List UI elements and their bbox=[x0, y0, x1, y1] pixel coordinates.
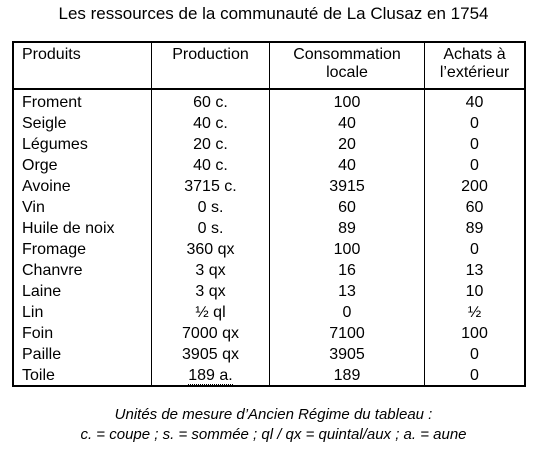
cell-achats: 10 bbox=[465, 283, 484, 300]
cell-production: 40 c. bbox=[193, 115, 228, 132]
cell-produit: Fromage bbox=[22, 241, 87, 258]
cell-produit: Légumes bbox=[22, 136, 88, 153]
cell-consommation: 89 bbox=[338, 220, 356, 237]
cell-achats: 0 bbox=[470, 157, 479, 174]
cell-produit: Vin bbox=[22, 199, 45, 216]
cell-achats: 60 bbox=[465, 199, 484, 216]
cell-production: 40 c. bbox=[193, 157, 228, 174]
cell-consommation: 40 bbox=[338, 115, 356, 132]
column-divider bbox=[424, 43, 425, 385]
header-production: Production bbox=[172, 46, 249, 63]
cell-production: 189 a. bbox=[152, 367, 269, 385]
cell-production: 3715 c. bbox=[184, 178, 237, 195]
cell-achats: 0 bbox=[470, 367, 479, 384]
table-row: Huile de noix 0 s. 89 89 bbox=[14, 220, 524, 241]
cell-achats: 0 bbox=[470, 115, 479, 132]
cell-production: 360 qx bbox=[186, 241, 235, 258]
table-row: Toile 189 a. 189 0 bbox=[14, 367, 524, 388]
column-divider bbox=[269, 43, 270, 385]
cell-achats: 100 bbox=[461, 325, 488, 342]
units-note-line1: Unités de mesure d’Ancien Régime du tabl… bbox=[114, 406, 433, 423]
header-achats: Achats à l’extérieur bbox=[425, 46, 524, 82]
cell-consommation: 3905 bbox=[329, 346, 365, 363]
cell-consommation: 40 bbox=[338, 157, 356, 174]
cell-consommation: 20 bbox=[338, 136, 356, 153]
table-row: Chanvre 3 qx 16 13 bbox=[14, 262, 524, 283]
cell-consommation: 100 bbox=[333, 241, 361, 258]
cell-achats: 200 bbox=[461, 178, 488, 195]
column-divider bbox=[151, 43, 152, 385]
cell-produit: Seigle bbox=[22, 115, 67, 132]
cell-consommation: 0 bbox=[342, 304, 352, 321]
cell-achats: 89 bbox=[465, 220, 484, 237]
cell-consommation: 100 bbox=[333, 94, 361, 111]
table-row: Laine 3 qx 13 10 bbox=[14, 283, 524, 304]
cell-production: ½ ql bbox=[195, 304, 226, 321]
cell-production: 0 s. bbox=[197, 220, 224, 237]
cell-produit: Orge bbox=[22, 157, 58, 174]
cell-achats: 0 bbox=[470, 136, 479, 153]
cell-production: 20 c. bbox=[193, 136, 228, 153]
cell-consommation: 16 bbox=[338, 262, 356, 279]
cell-produit: Froment bbox=[22, 94, 82, 111]
table-header-row: Produits Production Consommation locale … bbox=[14, 43, 524, 90]
table-row: Paille 3905 qx 3905 0 bbox=[14, 346, 524, 367]
cell-production: 3 qx bbox=[195, 262, 226, 279]
cell-production: 7000 qx bbox=[182, 325, 239, 342]
table-row: Vin 0 s. 60 60 bbox=[14, 199, 524, 220]
page-title: Les ressources de la communauté de La Cl… bbox=[58, 4, 489, 23]
header-consommation-line1: Consommation bbox=[293, 46, 401, 63]
cell-achats: 40 bbox=[465, 94, 484, 111]
cell-achats: 13 bbox=[465, 262, 484, 279]
cell-consommation: 7100 bbox=[329, 325, 365, 342]
cell-produit: Toile bbox=[22, 367, 55, 384]
cell-production: 60 c. bbox=[193, 94, 228, 111]
table-row: Orge 40 c. 40 0 bbox=[14, 157, 524, 178]
cell-achats: ½ bbox=[467, 304, 482, 321]
table-row: Avoine 3715 c. 3915 200 bbox=[14, 178, 524, 199]
cell-produit: Laine bbox=[22, 283, 62, 300]
table-row: Lin ½ ql 0 ½ bbox=[14, 304, 524, 325]
header-achats-line1: Achats à bbox=[443, 46, 506, 63]
resources-table: Produits Production Consommation locale … bbox=[12, 41, 526, 387]
cell-produit: Foin bbox=[22, 325, 54, 342]
units-note-line2: c. = coupe ; s. = sommée ; ql / qx = qui… bbox=[80, 426, 467, 443]
cell-production: 0 s. bbox=[197, 199, 224, 216]
cell-produit: Chanvre bbox=[22, 262, 83, 279]
cell-produit: Huile de noix bbox=[22, 220, 115, 237]
cell-consommation: 60 bbox=[338, 199, 356, 216]
cell-consommation: 3915 bbox=[329, 178, 365, 195]
cell-produit: Paille bbox=[22, 346, 62, 363]
table-row: Légumes 20 c. 20 0 bbox=[14, 136, 524, 157]
cell-produit: Avoine bbox=[22, 178, 71, 195]
cell-production: 3905 qx bbox=[182, 346, 239, 363]
table-row: Froment 60 c. 100 40 bbox=[14, 94, 524, 115]
cell-achats: 0 bbox=[470, 346, 479, 363]
header-consommation-line2: locale bbox=[326, 64, 368, 81]
header-produits: Produits bbox=[22, 46, 81, 63]
cell-production-value: 189 a. bbox=[188, 367, 233, 385]
cell-consommation: 189 bbox=[333, 367, 361, 384]
header-consommation: Consommation locale bbox=[270, 46, 424, 82]
header-achats-line2: l’extérieur bbox=[439, 64, 510, 81]
table-row: Seigle 40 c. 40 0 bbox=[14, 115, 524, 136]
cell-consommation: 13 bbox=[338, 283, 356, 300]
cell-produit: Lin bbox=[22, 304, 44, 321]
table-row: Foin 7000 qx 7100 100 bbox=[14, 325, 524, 346]
cell-achats: 0 bbox=[470, 241, 479, 258]
cell-production: 3 qx bbox=[195, 283, 226, 300]
table-row: Fromage 360 qx 100 0 bbox=[14, 241, 524, 262]
